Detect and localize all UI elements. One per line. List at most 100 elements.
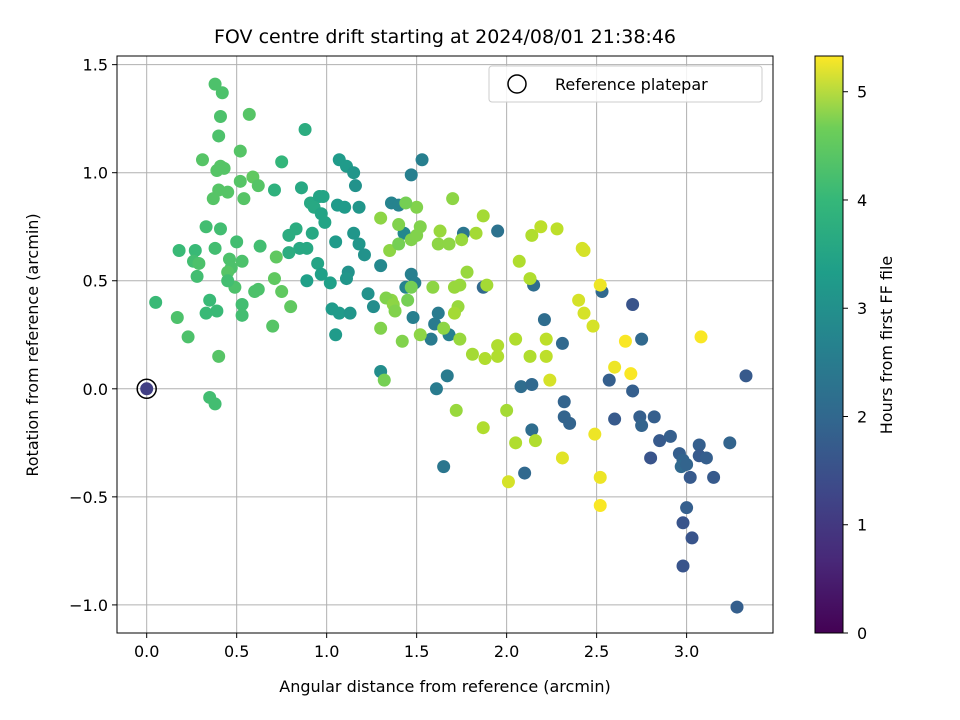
data-point bbox=[213, 110, 227, 124]
data-point bbox=[644, 451, 658, 465]
data-point bbox=[476, 421, 490, 435]
data-point bbox=[453, 278, 467, 292]
data-point bbox=[282, 246, 296, 260]
data-point bbox=[399, 196, 413, 210]
data-point bbox=[593, 470, 607, 484]
data-point bbox=[213, 222, 227, 236]
legend: Reference platepar bbox=[488, 65, 763, 103]
data-point bbox=[608, 412, 622, 426]
colorbar-tick-label: 3 bbox=[857, 299, 867, 318]
data-points bbox=[149, 77, 753, 614]
data-point bbox=[460, 265, 474, 279]
data-point bbox=[318, 215, 332, 229]
data-point bbox=[437, 321, 451, 335]
y-axis-label: Rotation from reference (arcmin) bbox=[23, 213, 42, 476]
data-point bbox=[692, 438, 706, 452]
data-point bbox=[343, 306, 357, 320]
data-point bbox=[347, 226, 361, 240]
colorbar-tick-label: 1 bbox=[857, 516, 867, 535]
data-point bbox=[555, 336, 569, 350]
data-point bbox=[221, 185, 235, 199]
data-point bbox=[404, 280, 418, 294]
data-point bbox=[577, 306, 591, 320]
data-point bbox=[543, 373, 557, 387]
data-point bbox=[626, 298, 640, 312]
data-point bbox=[210, 304, 224, 318]
y-axis: −1.0 −0.5 0.0 0.5 1.0 1.5 bbox=[69, 56, 117, 615]
x-tick-label: 3.0 bbox=[674, 642, 699, 661]
data-point bbox=[235, 308, 249, 322]
data-point bbox=[680, 457, 694, 471]
data-point bbox=[221, 274, 235, 288]
data-point bbox=[208, 241, 222, 255]
data-point bbox=[563, 416, 577, 430]
data-point bbox=[289, 222, 303, 236]
x-axis: 0.0 0.5 1.0 1.5 2.0 2.5 3.0 bbox=[134, 633, 699, 661]
colorbar-tick-label: 0 bbox=[857, 624, 867, 643]
data-point bbox=[413, 220, 427, 234]
data-point bbox=[685, 531, 699, 545]
data-point bbox=[314, 267, 328, 281]
data-point bbox=[192, 256, 206, 270]
grid bbox=[117, 56, 773, 633]
data-point bbox=[635, 332, 649, 346]
data-point bbox=[491, 349, 505, 363]
data-point bbox=[404, 168, 418, 182]
data-point bbox=[424, 332, 438, 346]
data-point bbox=[190, 269, 204, 283]
data-point bbox=[469, 226, 483, 240]
data-point bbox=[357, 248, 371, 262]
data-point bbox=[392, 237, 406, 251]
data-point bbox=[653, 434, 667, 448]
y-tick-label: 0.5 bbox=[83, 272, 108, 291]
data-point bbox=[253, 239, 267, 253]
data-point bbox=[352, 200, 366, 214]
data-point bbox=[275, 285, 289, 299]
data-point bbox=[284, 300, 298, 314]
data-point bbox=[199, 306, 213, 320]
data-point bbox=[426, 280, 440, 294]
data-point bbox=[170, 310, 184, 324]
plot-frame bbox=[116, 55, 774, 634]
data-point bbox=[437, 460, 451, 474]
data-point bbox=[694, 330, 708, 344]
data-point bbox=[267, 183, 281, 197]
legend-box bbox=[488, 65, 763, 103]
data-point bbox=[215, 86, 229, 100]
data-point bbox=[208, 77, 222, 91]
data-point bbox=[210, 164, 224, 178]
data-point bbox=[480, 278, 494, 292]
data-point bbox=[242, 107, 256, 121]
data-point bbox=[352, 237, 366, 251]
data-point bbox=[447, 306, 461, 320]
data-point bbox=[523, 272, 537, 286]
data-point bbox=[509, 436, 523, 450]
data-point bbox=[431, 306, 445, 320]
data-point bbox=[442, 237, 456, 251]
data-point bbox=[514, 380, 528, 394]
data-point bbox=[237, 192, 251, 206]
data-point bbox=[374, 211, 388, 225]
data-point bbox=[195, 153, 209, 167]
data-point bbox=[410, 200, 424, 214]
colorbar-gradient bbox=[814, 55, 844, 634]
x-tick-label: 0.5 bbox=[224, 642, 249, 661]
data-point bbox=[647, 410, 661, 424]
data-point bbox=[251, 179, 265, 193]
data-point bbox=[635, 419, 649, 433]
data-point bbox=[455, 233, 469, 247]
data-point bbox=[626, 384, 640, 398]
data-point bbox=[453, 332, 467, 346]
data-point bbox=[534, 220, 548, 234]
data-point bbox=[577, 243, 591, 257]
y-tick-label: −0.5 bbox=[69, 488, 108, 507]
data-point bbox=[203, 293, 217, 307]
data-point bbox=[465, 347, 479, 361]
data-point bbox=[188, 243, 202, 257]
x-axis-label: Angular distance from reference (arcmin) bbox=[279, 677, 610, 696]
data-point bbox=[525, 423, 539, 437]
data-point bbox=[433, 224, 447, 238]
data-point bbox=[347, 166, 361, 180]
data-point bbox=[730, 600, 744, 614]
